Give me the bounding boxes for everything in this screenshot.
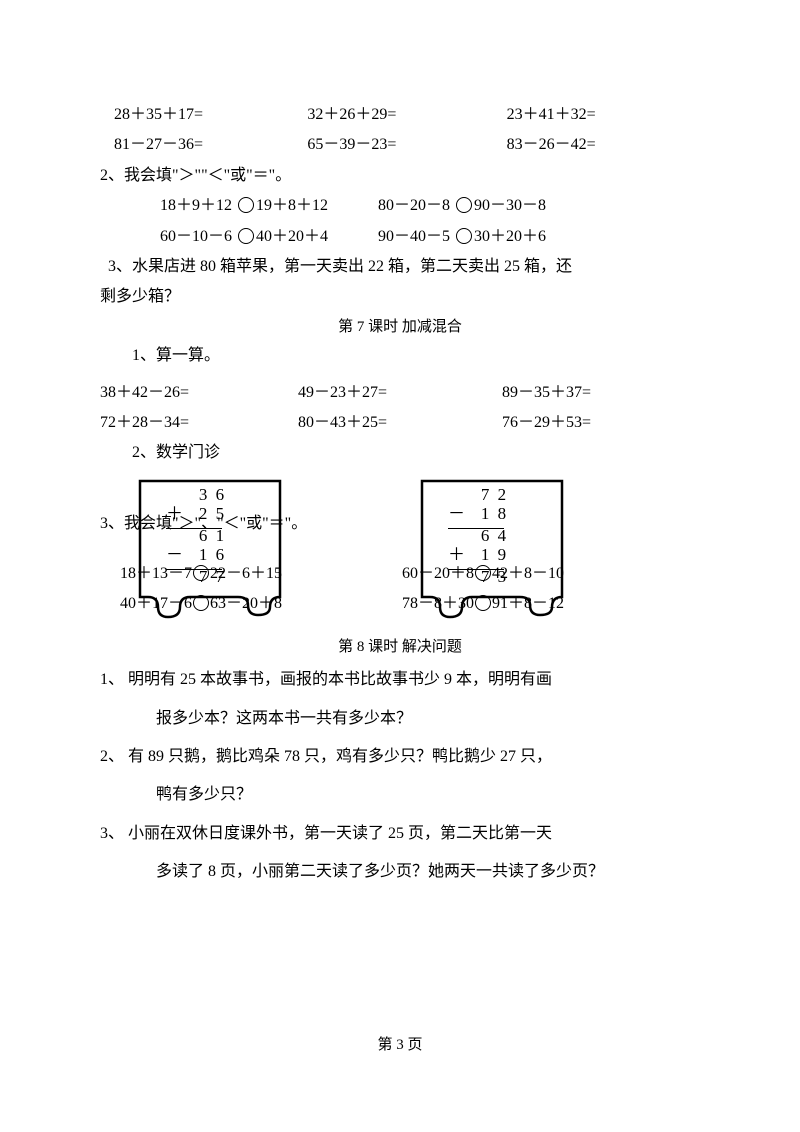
equation-row: 38＋42－26= 49－23＋27= 89－35＋37=	[100, 378, 700, 408]
blank-circle-icon	[456, 197, 472, 213]
cmp-right: 22－6＋15	[210, 565, 282, 582]
problem-1: 1、 明明有 25 本故事书，画报的本书比故事书少 9 本，明明有画 报多少本？…	[100, 661, 700, 738]
blank-circle-icon	[193, 565, 209, 581]
vnum-l1: 7 2	[412, 485, 577, 505]
p2-line2: 鸭有多少只？	[100, 776, 700, 814]
p3-line2: 多读了 8 页，小丽第二天读了多少页？她两天一共读了多少页？	[100, 853, 700, 891]
cmp-right: 40＋20＋4	[256, 228, 328, 245]
eq-cell: 23＋41＋32=	[507, 100, 700, 130]
p1-line2: 报多少本？这两本书一共有多少本？	[100, 700, 700, 738]
problem-2: 2、 有 89 只鹅，鹅比鸡朵 78 只，鸡有多少只？鸭比鹅少 27 只， 鸭有…	[100, 738, 700, 815]
eq-cell: 81－27－36=	[114, 130, 307, 160]
op-pre: －	[448, 504, 467, 524]
equation-row: 81－27－36= 65－39－23= 83－26－42=	[100, 130, 700, 160]
eq-cell: 83－26－42=	[507, 130, 700, 160]
cmp-left: 60－20＋8	[402, 565, 474, 582]
cmp-left: 60－10－6	[160, 228, 232, 245]
cmp-left: 18＋13－7	[120, 565, 192, 582]
blank-circle-icon	[475, 595, 491, 611]
cmp-right: 90－30－8	[474, 197, 546, 214]
blank-circle-icon	[238, 197, 254, 213]
s7-q1: 1、算一算。	[100, 341, 700, 371]
eq-cell: 89－35＋37=	[502, 378, 700, 408]
equation-row: 72＋28－34= 80－43＋25= 76－29＋53=	[100, 408, 700, 438]
section8-title: 第 8 课时 解决问题	[100, 633, 700, 662]
eq-cell: 80－43＋25=	[298, 408, 502, 438]
compare-row: 60－10－6 40＋20＋4 90－40－5 30＋20＋6	[100, 222, 700, 252]
q3-line1: 3、水果店进 80 箱苹果，第一天卖出 22 箱，第二天卖出 25 箱，还	[100, 252, 700, 282]
blank-circle-icon	[238, 228, 254, 244]
overlay-q3-title: 3、我会填"＞"、"＜"或"＝"。	[100, 509, 307, 539]
s7-q2: 2、数学门诊	[100, 438, 700, 468]
rule-line	[448, 528, 504, 529]
q2-title: 2、我会填"＞""＜"或"＝"。	[100, 161, 700, 191]
vnum-l2: 1 8	[481, 504, 508, 523]
p3-line1: 3、 小丽在双休日度课外书，第一天读了 25 页，第二天比第一天	[100, 815, 700, 853]
blank-circle-icon	[456, 228, 472, 244]
cmp-left: 80－20－8	[378, 197, 450, 214]
section7-title: 第 7 课时 加减混合	[100, 313, 700, 342]
page-number: 第 3 页	[0, 1033, 800, 1054]
blank-circle-icon	[475, 565, 491, 581]
equation-row: 28＋35＋17= 32＋26＋29= 23＋41＋32=	[100, 100, 700, 130]
overlay-compare-row: 78－8＋30 91＋8－12	[402, 589, 564, 619]
diagram-area: 3 6 ＋2 5 6 1 －1 6 7 7 7 2 －1 8 6 4 ＋1 9 …	[100, 473, 700, 633]
eq-cell: 65－39－23=	[307, 130, 506, 160]
cmp-right: 91＋8－12	[492, 595, 564, 612]
eq-cell: 32＋26＋29=	[307, 100, 506, 130]
cmp-right: 63－20＋8	[210, 595, 282, 612]
problem-3: 3、 小丽在双休日度课外书，第一天读了 25 页，第二天比第一天 多读了 8 页…	[100, 815, 700, 892]
overlay-compare-row: 40＋17－6 63－20＋8	[120, 589, 282, 619]
cmp-left: 18＋9＋12	[160, 197, 232, 214]
eq-cell: 38＋42－26=	[100, 378, 298, 408]
eq-cell: 28＋35＋17=	[114, 100, 307, 130]
cmp-right: 19＋8＋12	[256, 197, 328, 214]
page-content: 28＋35＋17= 32＋26＋29= 23＋41＋32= 81－27－36= …	[0, 0, 800, 892]
eq-cell: 72＋28－34=	[100, 408, 298, 438]
cmp-right: 42＋8－10	[492, 565, 564, 582]
blank-circle-icon	[193, 595, 209, 611]
p1-line1: 1、 明明有 25 本故事书，画报的本书比故事书少 9 本，明明有画	[100, 661, 700, 699]
eq-cell: 76－29＋53=	[502, 408, 700, 438]
overlay-compare-row: 60－20＋8 42＋8－10	[402, 559, 564, 589]
eq-cell: 49－23＋27=	[298, 378, 502, 408]
compare-row: 18＋9＋12 19＋8＋12 80－20－8 90－30－8	[100, 191, 700, 221]
cmp-left: 90－40－5	[378, 228, 450, 245]
cmp-left: 40＋17－6	[120, 595, 192, 612]
cmp-right: 30＋20＋6	[474, 228, 546, 245]
p2-line1: 2、 有 89 只鹅，鹅比鸡朵 78 只，鸡有多少只？鸭比鹅少 27 只，	[100, 738, 700, 776]
q3-line2: 剩多少箱？	[100, 282, 700, 312]
vnum-l3: 6 4	[412, 526, 577, 546]
vnum-l1: 3 6	[130, 485, 295, 505]
cmp-left: 78－8＋30	[402, 595, 474, 612]
overlay-compare-row: 18＋13－7 22－6＋15	[120, 559, 282, 589]
